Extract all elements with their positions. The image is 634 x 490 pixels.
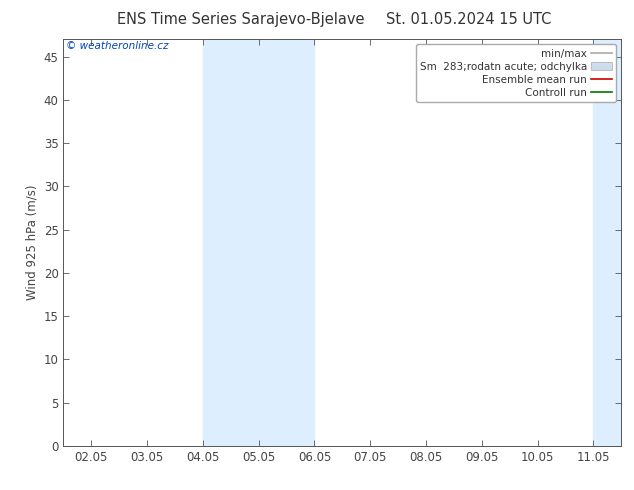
Legend: min/max, Sm  283;rodatn acute; odchylka, Ensemble mean run, Controll run: min/max, Sm 283;rodatn acute; odchylka, … — [415, 45, 616, 102]
Bar — [593, 39, 634, 446]
Y-axis label: Wind 925 hPa (m/s): Wind 925 hPa (m/s) — [25, 185, 38, 300]
Bar — [203, 39, 314, 446]
Text: © weatheronline.cz: © weatheronline.cz — [66, 41, 169, 51]
Text: St. 01.05.2024 15 UTC: St. 01.05.2024 15 UTC — [387, 12, 552, 27]
Text: ENS Time Series Sarajevo-Bjelave: ENS Time Series Sarajevo-Bjelave — [117, 12, 365, 27]
